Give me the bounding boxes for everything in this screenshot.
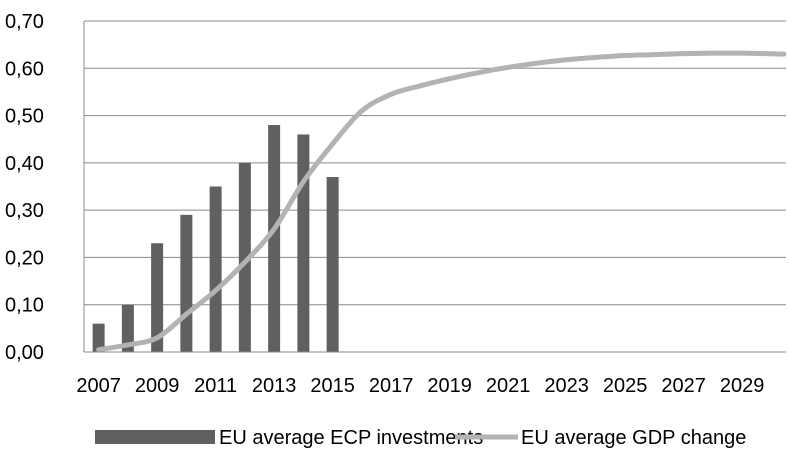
x-tick-label: 2023 [544, 375, 589, 397]
x-tick-label: 2021 [486, 375, 531, 397]
x-tick-label: 2009 [135, 375, 180, 397]
bar-2013 [268, 125, 281, 353]
y-tick-label: 0,60 [5, 58, 44, 80]
y-tick-label: 0,70 [5, 11, 44, 33]
legend-swatch-investments [95, 430, 215, 444]
x-tick-label: 2007 [76, 375, 121, 397]
grid-lines [84, 20, 786, 306]
x-tick-label: 2013 [252, 375, 297, 397]
line-series [96, 50, 787, 353]
axes: 0,00 0,10 0,20 0,30 0,40 0,50 0,60 0,70 2007 2009… [5, 11, 786, 397]
x-tick-label: 2015 [310, 375, 355, 397]
legend-label-gdp-change: EU average GDP change [521, 427, 746, 449]
bar-2015 [326, 177, 339, 352]
x-tick-label: 2027 [661, 375, 706, 397]
bar-2010 [180, 214, 193, 352]
bar-2014 [297, 134, 310, 352]
legend: EU average ECP investments EU average GD… [95, 427, 746, 449]
x-tick-label: 2025 [603, 375, 648, 397]
y-tick-label: 0,10 [5, 295, 44, 317]
y-tick-label: 0,00 [5, 342, 44, 364]
legend-label-investments: EU average ECP investments [219, 427, 483, 449]
bar-2009 [151, 243, 164, 352]
x-tick-label: 2011 [194, 375, 237, 397]
y-tick-label: 0,20 [5, 247, 44, 269]
bar-2008 [121, 304, 134, 352]
bar-2007 [92, 323, 105, 352]
bar-2012 [238, 162, 251, 352]
gdp-change-line [96, 50, 787, 353]
x-tick-label: 2029 [720, 375, 765, 397]
x-tick-label: 2019 [427, 375, 472, 397]
bar-2011 [209, 186, 222, 352]
y-tick-label: 0,50 [5, 106, 44, 128]
x-tick-label: 2017 [369, 375, 414, 397]
y-tick-label: 0,30 [5, 200, 44, 222]
y-tick-label: 0,40 [5, 153, 44, 175]
bar-series [92, 125, 339, 353]
